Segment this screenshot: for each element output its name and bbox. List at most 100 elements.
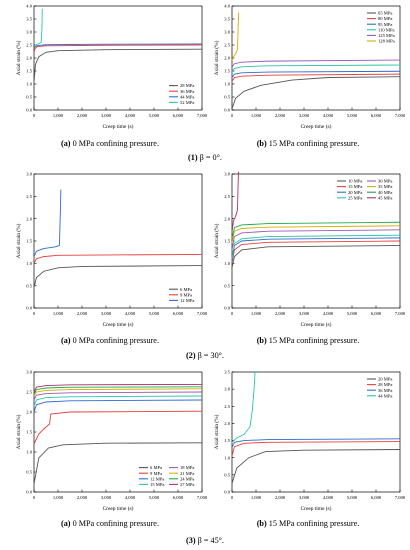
series-line-44-mpa bbox=[33, 43, 203, 50]
legend-label-95-mpa: 95 MPa bbox=[378, 22, 392, 27]
legend-label-44-mpa: 44 MPa bbox=[180, 94, 194, 99]
y-tick-label: 3.0 bbox=[224, 172, 230, 177]
legend-label-18-mpa: 18 MPa bbox=[180, 465, 194, 470]
x-tick-label: 2,000 bbox=[275, 113, 286, 119]
y-axis-label: Axial strain (%) bbox=[213, 414, 220, 449]
y-tick-label: 0.0 bbox=[224, 490, 230, 495]
x-tick-label: 0 bbox=[33, 495, 36, 500]
plot-frame bbox=[33, 173, 203, 309]
y-tick-label: 0.5 bbox=[224, 95, 230, 100]
x-tick-label: 0 bbox=[231, 495, 234, 500]
y-tick-label: 3.5 bbox=[224, 17, 230, 22]
y-tick-label: 1.0 bbox=[224, 455, 230, 460]
y-tick-label: 2.5 bbox=[224, 404, 230, 409]
section-label-beta0: (1) β = 0°. bbox=[188, 153, 222, 162]
x-axis-label: Creep time (s) bbox=[301, 505, 332, 512]
x-tick-label: 1,000 bbox=[53, 311, 64, 317]
series-line-65-mpa bbox=[231, 76, 401, 109]
caption-beta30-a: (a) 0 MPa confining pressure. bbox=[60, 336, 159, 345]
y-tick-label: 1.5 bbox=[224, 69, 230, 74]
y-tick-label: 3.5 bbox=[224, 370, 230, 375]
legend-label-30-mpa: 30 MPa bbox=[378, 179, 392, 184]
x-tick-label: 5,000 bbox=[149, 311, 160, 317]
series-line-44-mpa bbox=[231, 371, 256, 443]
x-tick-label: 0 bbox=[33, 113, 36, 118]
y-tick-label: 0.0 bbox=[26, 108, 32, 113]
series-line-40-mpa bbox=[231, 221, 401, 239]
chart-beta45-confining0: 0 1,000 2,000 3,000 4,000 5,000 6,000 7,000 0.0 0… bbox=[15, 370, 208, 512]
legend-label-80-mpa: 80 MPa bbox=[378, 16, 392, 21]
y-tick-label: 2.5 bbox=[224, 43, 230, 48]
y-tick-label: 0.0 bbox=[224, 306, 230, 311]
series-line-18-mpa bbox=[33, 391, 203, 401]
y-axis-label: Axial strain (%) bbox=[15, 223, 22, 258]
series-line-6-mpa bbox=[33, 265, 203, 289]
x-axis-label: Creep time (s) bbox=[301, 321, 332, 328]
series-line-10-mpa bbox=[231, 245, 401, 268]
caption-beta0-a: (a) 0 MPa confining pressure. bbox=[60, 139, 159, 148]
legend-label-40-mpa: 40 MPa bbox=[378, 190, 392, 195]
legend-label-36-mpa: 36 MPa bbox=[180, 89, 194, 94]
series-line-6-mpa bbox=[33, 442, 203, 485]
y-tick-label: 3.5 bbox=[26, 17, 32, 22]
legend-label-20-mpa: 20 MPa bbox=[378, 377, 392, 382]
series-line-12-mpa bbox=[33, 189, 62, 257]
series-line-110-mpa bbox=[231, 64, 401, 73]
x-axis-label: Creep time (s) bbox=[103, 321, 134, 328]
x-tick-label: 7,000 bbox=[197, 113, 208, 119]
chart-beta45-confining15: 0 1,000 2,000 3,000 4,000 5,000 6,000 7,000 0.0 0… bbox=[213, 370, 406, 512]
x-tick-label: 6,000 bbox=[173, 113, 184, 119]
x-tick-label: 3,000 bbox=[101, 311, 112, 317]
series-line-95-mpa bbox=[231, 70, 401, 78]
legend-label-44-mpa: 44 MPa bbox=[378, 393, 392, 398]
legend-label-15-mpa: 15 MPa bbox=[150, 482, 164, 487]
series-line-125-mpa bbox=[231, 59, 401, 68]
x-tick-label: 6,000 bbox=[173, 495, 184, 501]
legend-label-6-mpa: 6 MPa bbox=[150, 465, 162, 470]
series-line-15-mpa bbox=[231, 240, 401, 264]
series-line-28-mpa bbox=[33, 48, 203, 83]
series-line-36-mpa bbox=[231, 438, 401, 448]
y-tick-label: 0.0 bbox=[224, 108, 230, 113]
chart-beta0-confining0: 0 1,000 2,000 3,000 4,000 5,000 6,000 7,000 0.0 0… bbox=[15, 4, 208, 130]
section-label-beta30: (2) β = 30°. bbox=[186, 351, 224, 360]
y-tick-label: 2.0 bbox=[26, 410, 32, 415]
x-axis-label: Creep time (s) bbox=[103, 123, 134, 130]
series-line-28-mpa bbox=[231, 441, 401, 457]
legend-label-9-mpa: 9 MPa bbox=[150, 471, 162, 476]
chart-beta30-confining15: 0 1,000 2,000 3,000 4,000 5,000 6,000 7,000 0.0 0… bbox=[213, 172, 406, 328]
legend-label-12-mpa: 12 MPa bbox=[180, 298, 194, 303]
x-tick-label: 1,000 bbox=[53, 495, 64, 501]
x-tick-label: 3,000 bbox=[299, 495, 310, 501]
chart-beta0-confining15: 0 1,000 2,000 3,000 4,000 5,000 6,000 7,000 0.0 0… bbox=[213, 4, 406, 130]
y-tick-label: 0.0 bbox=[26, 490, 32, 495]
y-tick-label: 1.5 bbox=[26, 430, 32, 435]
y-tick-label: 3.0 bbox=[224, 30, 230, 35]
y-tick-label: 1.0 bbox=[26, 82, 32, 87]
series-line-20-mpa bbox=[231, 449, 401, 484]
caption-beta45-a: (a) 0 MPa confining pressure. bbox=[60, 519, 159, 528]
y-tick-label: 2.0 bbox=[224, 216, 230, 221]
x-tick-label: 2,000 bbox=[275, 311, 286, 317]
y-tick-label: 2.0 bbox=[224, 56, 230, 61]
x-tick-label: 5,000 bbox=[347, 495, 358, 501]
x-tick-label: 0 bbox=[231, 113, 234, 118]
y-axis-label: Axial strain (%) bbox=[15, 414, 22, 449]
chart-beta30-confining0: 0 1,000 2,000 3,000 4,000 5,000 6,000 7,000 0.0 0… bbox=[15, 172, 208, 328]
x-tick-label: 5,000 bbox=[347, 113, 358, 119]
x-tick-label: 1,000 bbox=[251, 495, 262, 501]
series-line-24-mpa bbox=[33, 386, 203, 395]
y-tick-label: 0.5 bbox=[26, 95, 32, 100]
x-tick-label: 4,000 bbox=[125, 113, 136, 119]
x-tick-label: 1,000 bbox=[251, 311, 262, 317]
series-line-52-mpa bbox=[33, 8, 43, 47]
x-tick-label: 3,000 bbox=[101, 495, 112, 501]
legend-label-25-mpa: 25 MPa bbox=[348, 195, 362, 200]
legend-label-27-mpa: 27 MPa bbox=[180, 482, 194, 487]
y-tick-label: 3.0 bbox=[26, 30, 32, 35]
legend-label-65-mpa: 65 MPa bbox=[378, 11, 392, 16]
